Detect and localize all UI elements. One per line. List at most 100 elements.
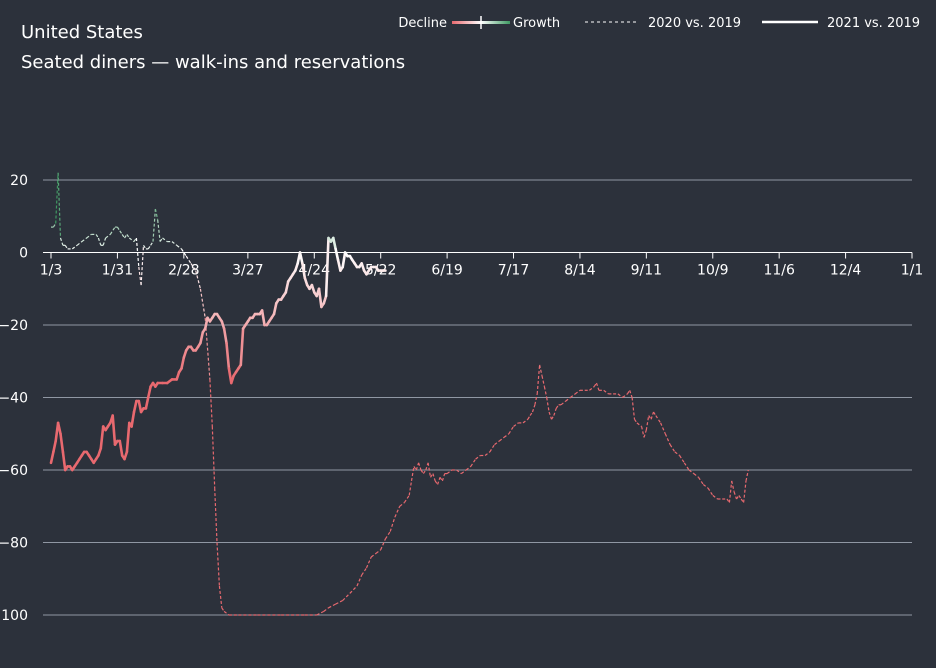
series-segment	[384, 531, 391, 540]
series-segment	[434, 480, 439, 485]
series-segment	[284, 280, 290, 294]
series-segment	[660, 422, 666, 435]
series-segment	[560, 400, 567, 406]
series-segment	[132, 399, 138, 414]
series-segment	[617, 393, 623, 398]
series-segment	[328, 603, 336, 609]
legend: Decline Growth 2020 vs. 2019 2021 vs. 20…	[398, 16, 920, 31]
series-segment	[553, 408, 557, 416]
y-tick-label: −20	[0, 318, 28, 334]
series-segment	[698, 476, 704, 485]
x-tick-label: 3/27	[232, 263, 263, 279]
series-segment	[712, 494, 718, 500]
series-segment	[225, 341, 231, 370]
series-segment	[394, 506, 401, 518]
series-segment	[144, 396, 150, 410]
series-segment	[185, 255, 192, 264]
series-segment	[522, 418, 529, 424]
series-segment	[702, 484, 709, 489]
series-segment	[465, 465, 472, 471]
series-segment	[76, 241, 83, 246]
series-segment	[150, 241, 154, 246]
series-segment	[728, 480, 733, 503]
chart-title: United States	[21, 22, 143, 43]
series-segment	[125, 421, 131, 454]
series-segment	[679, 455, 685, 464]
series-segment	[432, 473, 436, 482]
series-segment	[324, 236, 330, 298]
series-segment	[137, 399, 143, 414]
series-segment	[652, 411, 657, 416]
series-segment	[565, 397, 571, 402]
series-segment	[111, 414, 117, 446]
series-segment	[399, 502, 405, 507]
series-segment	[503, 433, 510, 438]
series-segment	[726, 498, 730, 503]
series-segment	[52, 439, 58, 454]
series-segment	[427, 462, 432, 478]
x-tick-label: 1/31	[102, 263, 133, 279]
series-segment	[539, 364, 543, 376]
series-segment	[589, 386, 595, 391]
series-layer	[49, 172, 749, 616]
series-segment	[595, 382, 600, 391]
series-segment	[214, 488, 218, 543]
series-segment	[342, 592, 351, 601]
series-segment	[55, 172, 59, 224]
x-tick-label: 8/14	[564, 263, 596, 279]
series-segment	[693, 473, 699, 478]
y-tick-label: −100	[0, 608, 28, 624]
series-segment	[574, 389, 581, 395]
series-segment	[437, 477, 441, 485]
legend-2021-label: 2021 vs. 2019	[827, 16, 920, 31]
series-segment	[159, 237, 163, 242]
series-segment	[508, 426, 515, 435]
series-segment	[133, 237, 137, 242]
x-tick-label: 9/11	[631, 263, 662, 279]
series-segment	[195, 270, 201, 289]
series-segment	[199, 330, 205, 345]
series-segment	[59, 237, 64, 246]
series-segment	[99, 425, 105, 450]
series-segment	[745, 469, 749, 482]
series-segment	[102, 237, 107, 246]
series-segment	[403, 495, 410, 503]
series-segment	[410, 466, 415, 481]
series-segment	[375, 549, 382, 554]
series-segment	[130, 410, 136, 428]
series-segment	[536, 364, 541, 394]
x-tick-label: 12/4	[830, 263, 862, 279]
series-segment	[334, 247, 340, 262]
series-segment	[498, 436, 505, 442]
series-segment	[272, 301, 278, 316]
series-segment	[180, 248, 187, 257]
series-segment	[555, 404, 560, 409]
series-segment	[593, 382, 598, 387]
series-segment	[119, 230, 123, 235]
series-segment	[64, 244, 69, 250]
series-segment	[743, 480, 747, 503]
series-segment	[418, 462, 422, 471]
series-segment	[316, 610, 325, 616]
series-segment	[199, 288, 206, 318]
y-axis: 20 0 −20 −40 −60 −80 −100	[0, 173, 28, 624]
series-segment	[57, 172, 62, 239]
series-segment	[534, 393, 538, 405]
series-segment	[301, 262, 307, 280]
series-segment	[180, 356, 186, 370]
series-segment	[190, 263, 197, 271]
series-segment	[126, 234, 130, 239]
y-tick-label: 20	[10, 173, 28, 189]
series-segment	[152, 208, 156, 242]
series-segment	[239, 327, 245, 367]
series-segment	[216, 542, 220, 587]
series-segment	[365, 556, 372, 569]
series-segment	[118, 439, 124, 457]
series-segment	[648, 415, 652, 420]
x-tick-label: 4/24	[299, 263, 331, 279]
series-segment	[733, 491, 738, 500]
series-segment	[331, 236, 337, 251]
series-segment	[86, 233, 92, 239]
